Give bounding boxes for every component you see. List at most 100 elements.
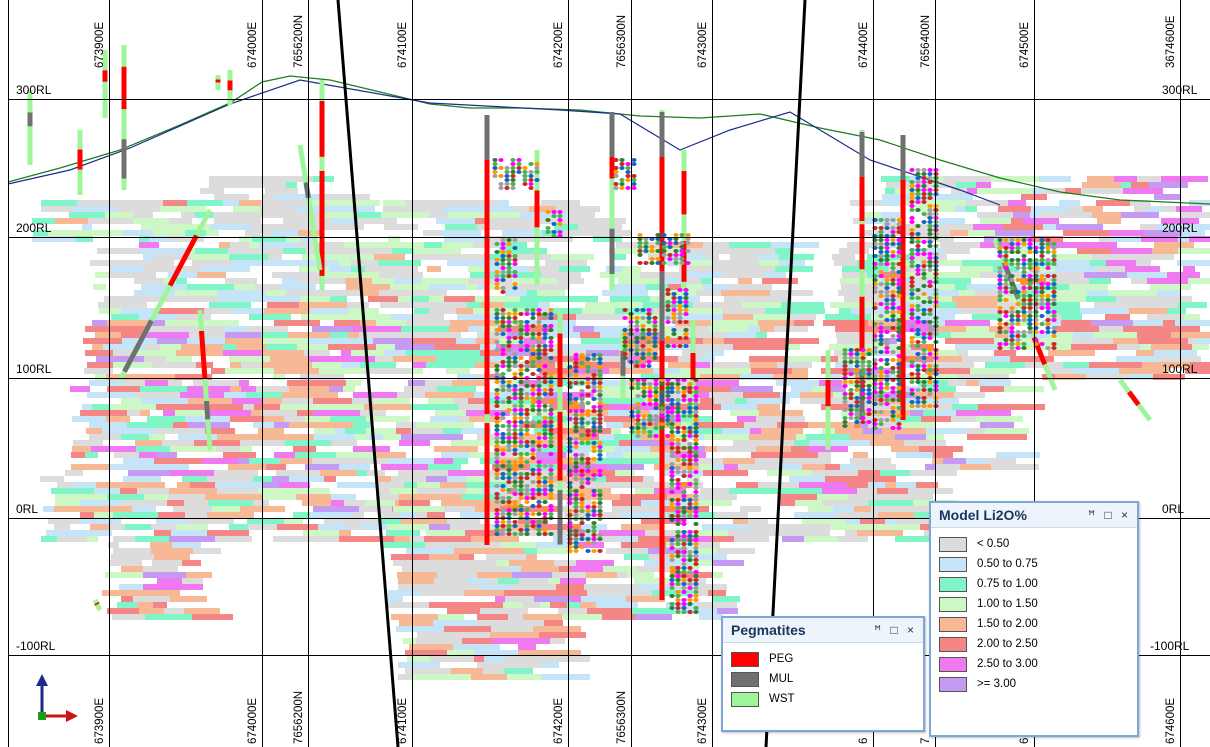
assay-sample [516,158,522,162]
li2o-legend-panel[interactable]: Model Li2O% ꟸ □ × < 0.50 0.50 to 0.75 0.75… [929,501,1139,737]
assay-sample [1021,290,1027,294]
assay-sample [866,388,872,392]
assay-sample [1039,246,1045,250]
model-block [383,434,401,440]
model-block [821,404,849,410]
pegmatites-legend-panel[interactable]: Pegmatites ꟸ □ × PEG MUL WST [721,616,925,732]
li2o-legend-controls[interactable]: ꟸ □ × [1088,508,1131,522]
assay-sample [548,344,554,348]
model-block [334,320,360,326]
pegmatites-legend-label: MUL [769,673,794,685]
model-block [145,332,189,338]
assay-sample [915,252,921,256]
assay-sample [896,242,902,246]
pegmatites-legend-title-bar[interactable]: Pegmatites ꟸ □ × [723,618,923,643]
assay-sample [506,368,512,372]
assay-sample [673,237,679,241]
model-block [197,272,226,278]
model-block [714,398,735,404]
model-block [802,488,822,494]
assay-sample [896,318,902,322]
model-block [554,224,578,230]
assay-sample [669,558,675,562]
assay-sample [652,352,658,356]
assay-sample [673,253,679,257]
model-block [1032,188,1044,194]
grid-line-vertical [1180,0,1181,747]
model-block [462,638,492,644]
assay-sample [625,174,631,178]
drillhole-trace[interactable] [297,144,323,271]
model-block [101,326,136,332]
model-block [143,566,178,572]
assay-sample [585,357,591,361]
assay-sample [579,533,585,537]
model-block [740,374,773,380]
assay-sample [915,356,921,360]
assay-sample [927,224,933,228]
model-block [633,446,650,452]
model-block [1134,206,1147,212]
model-block [495,596,505,602]
assay-sample [597,357,603,361]
assay-sample [1021,282,1027,286]
assay-sample [542,336,548,340]
model-block [65,470,83,476]
model-block [365,266,389,272]
model-block [998,206,1031,212]
model-block [501,272,541,278]
assay-sample [542,380,548,384]
assay-sample [669,442,675,446]
model-block [612,506,660,512]
model-block [474,650,518,656]
assay-sample [1045,242,1051,246]
model-block [908,488,953,494]
model-block [156,518,187,524]
assay-sample [1009,346,1015,350]
easting-label: 674100E [397,697,409,744]
model-block [177,296,218,302]
assay-sample [643,249,649,253]
assay-sample [640,332,646,336]
model-block [192,260,202,266]
model-block [533,524,581,530]
model-block [268,182,286,188]
assay-sample [512,428,518,432]
model-block [635,416,647,422]
model-block [286,290,333,296]
assay-sample [518,428,524,432]
model-block [812,470,858,476]
model-block [133,260,174,266]
model-block [319,368,338,374]
assay-sample [884,286,890,290]
easting-label: 3674600E [1165,15,1177,68]
assay-sample [685,249,691,253]
model-block [940,242,980,248]
assay-sample [548,392,554,396]
assay-sample [597,405,603,409]
assay-sample [494,400,500,404]
assay-sample [548,328,554,332]
assay-sample [504,186,510,190]
assay-sample [637,241,643,245]
model-block [675,434,687,440]
model-block [897,518,929,524]
pegmatites-legend-controls[interactable]: ꟸ □ × [874,623,917,637]
assay-sample [631,162,637,166]
assay-sample [649,237,655,241]
assay-sample [652,356,658,360]
model-block [881,176,910,182]
li2o-legend-title-bar[interactable]: Model Li2O% ꟸ □ × [931,503,1137,528]
assay-sample [915,248,921,252]
model-block [1116,296,1135,302]
assay-sample [573,429,579,433]
model-block [659,374,700,380]
model-block [264,416,284,422]
model-block [190,482,215,488]
rl-label: 300RL [1162,83,1198,97]
drillhole-trace[interactable] [92,598,103,612]
model-block [980,272,996,278]
assay-sample [933,228,939,232]
assay-sample [579,361,585,365]
